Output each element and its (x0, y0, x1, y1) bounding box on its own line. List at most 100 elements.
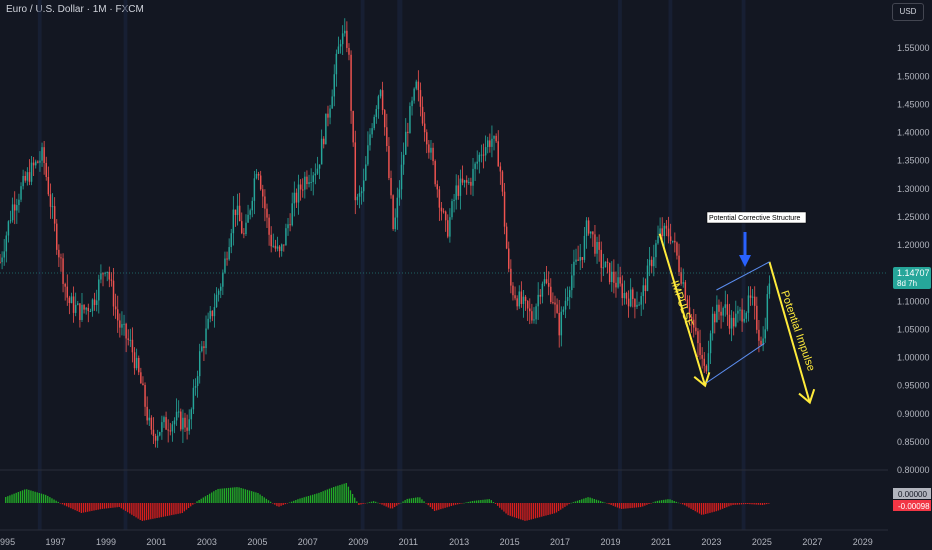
candle (764, 329, 766, 339)
oscillator-bar (185, 503, 188, 510)
candle (579, 257, 581, 261)
candle (690, 316, 693, 320)
oscillator-bar (698, 503, 701, 514)
candle (93, 299, 96, 306)
oscillator-bar (101, 503, 104, 509)
oscillator-bar (591, 498, 593, 503)
oscillator-bar (318, 492, 320, 503)
candle (575, 259, 577, 262)
highlight-band (618, 0, 622, 530)
oscillator-bar (297, 499, 299, 503)
oscillator-bar (581, 499, 583, 503)
oscillator-bar (509, 503, 511, 516)
corrective-arrow-icon (739, 232, 751, 267)
oscillator-bar (499, 503, 501, 508)
oscillator-bar (658, 500, 661, 503)
candle (611, 271, 613, 283)
oscillator-bar (150, 503, 152, 520)
candle (383, 110, 386, 128)
candle (571, 275, 573, 291)
candle (297, 184, 300, 203)
oscillator-bar (341, 484, 343, 503)
candle (184, 417, 186, 428)
corrective-label: Potential Corrective Structure (709, 215, 801, 222)
candle (590, 231, 592, 234)
oscillator-bar (232, 487, 234, 503)
candle (228, 247, 230, 260)
oscillator-bar (629, 503, 631, 509)
oscillator-bar (751, 503, 753, 505)
oscillator-bar (406, 498, 408, 503)
oscillator-upper-value: 0.00000 (898, 490, 927, 499)
candle (653, 257, 655, 267)
time-tick-label: 2015 (500, 537, 520, 547)
oscillator-bar (623, 503, 625, 509)
oscillator-bar (679, 503, 682, 504)
oscillator-bar (227, 487, 230, 503)
oscillator-bar (32, 491, 34, 503)
candle (344, 30, 346, 34)
potential-impulse-arrow (768, 261, 811, 403)
oscillator-bar (13, 493, 15, 503)
candle (693, 319, 695, 328)
oscillator-bar (112, 503, 114, 508)
price-tick-label: 1.40000 (897, 128, 930, 138)
candle (459, 178, 462, 196)
candle (232, 209, 235, 234)
oscillator-bar (190, 503, 192, 507)
candle (60, 257, 62, 259)
candle (520, 291, 523, 304)
oscillator-bar (757, 503, 759, 505)
candle (632, 289, 634, 299)
candle (56, 223, 58, 250)
oscillator-bar (524, 503, 526, 521)
highlight-bands (37, 0, 746, 530)
candle (474, 163, 476, 169)
oscillator-bar (515, 503, 518, 518)
oscillator-histogram (5, 483, 770, 521)
candle (350, 54, 352, 111)
oscillator-bar (284, 503, 286, 505)
time-tick-label: 2009 (348, 537, 368, 547)
candle (680, 272, 682, 284)
oscillator-bar (539, 503, 541, 518)
candle (335, 53, 338, 75)
time-axis[interactable]: 1995 1997 1999 2001 2003 2005 2007 2009 2011 2013… (0, 537, 873, 547)
oscillator-bar (578, 500, 581, 503)
oscillator-bar (503, 503, 505, 512)
oscillator-bar (34, 491, 36, 503)
oscillator-bar (286, 503, 289, 504)
candle (182, 417, 184, 430)
oscillator-bar (158, 503, 160, 518)
oscillator-bar (660, 500, 663, 503)
candle (257, 173, 260, 176)
candle (705, 365, 708, 372)
oscillator-bar (452, 503, 455, 506)
channel-lower-line (706, 343, 765, 384)
price-axis[interactable]: 1.55000 1.50000 1.45000 1.40000 1.35000 1.300… (897, 43, 930, 475)
oscillator-bar (5, 497, 7, 503)
oscillator-bar (753, 503, 755, 505)
time-tick-label: 2023 (701, 537, 721, 547)
oscillator-bar (597, 500, 600, 503)
price-tick-label: 0.95000 (897, 381, 930, 391)
oscillator-bar (375, 501, 377, 503)
oscillator-bar (202, 497, 204, 503)
oscillator-bar (30, 490, 32, 503)
oscillator-bar (89, 503, 91, 512)
oscillator-bar (570, 502, 572, 504)
time-tick-label: 2005 (247, 537, 267, 547)
oscillator-bar (261, 495, 263, 503)
currency-button[interactable]: USD (892, 3, 924, 21)
last-price-badge: 1.14707 8d 7h (893, 267, 931, 289)
oscillator-bar (244, 489, 247, 503)
oscillator-bar (425, 503, 427, 504)
oscillator-bar (732, 503, 734, 505)
candle (699, 343, 701, 355)
candle (41, 147, 43, 161)
oscillator-bar (177, 503, 179, 514)
candle (714, 313, 716, 323)
oscillator-bar (66, 503, 68, 507)
oscillator-bar (169, 503, 171, 516)
